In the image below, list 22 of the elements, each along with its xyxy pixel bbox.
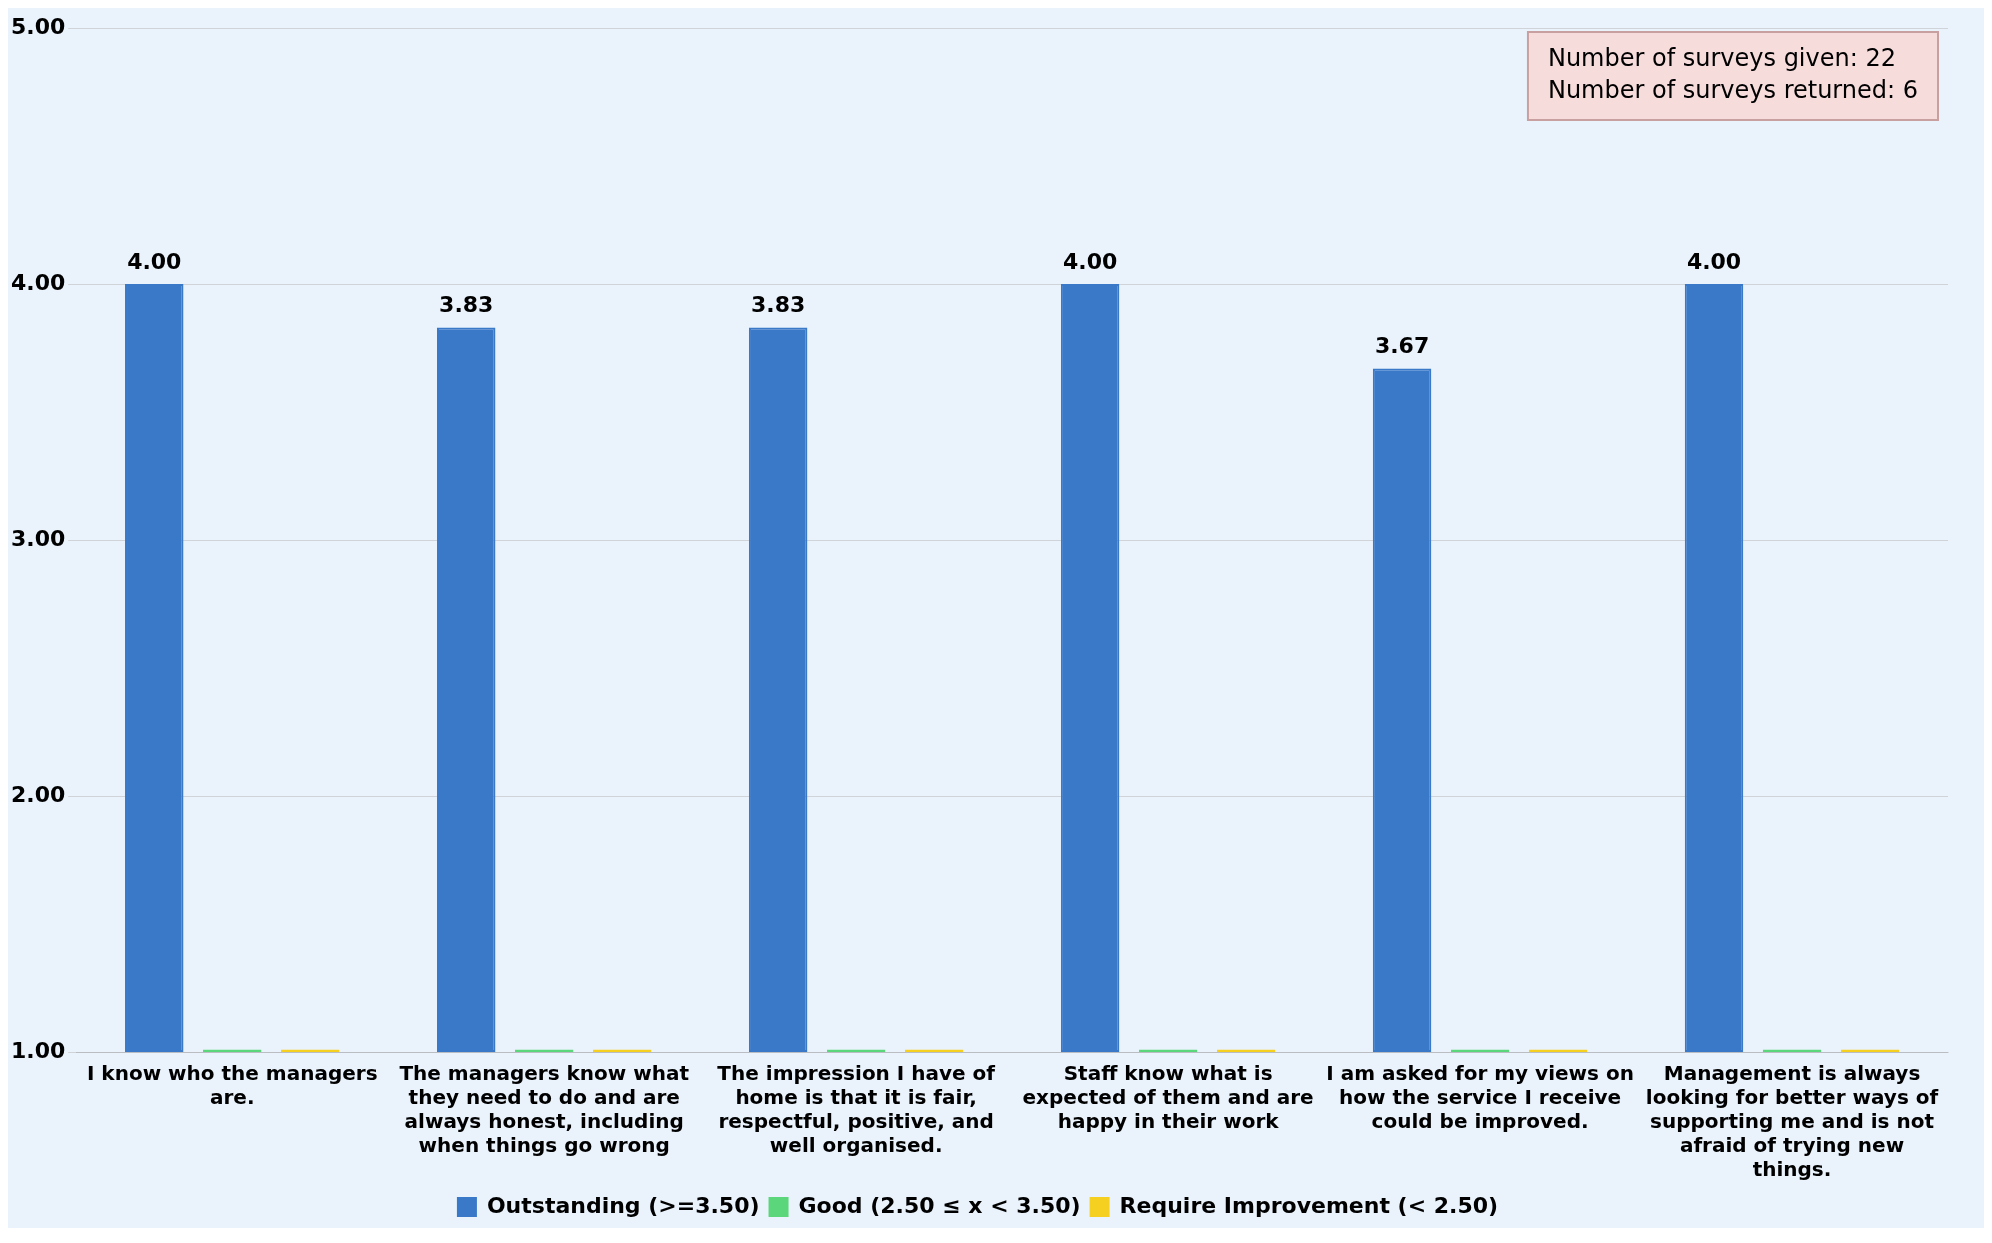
y-tick-label: 3.00 [11, 525, 66, 551]
x-tick-label: I am asked for my views on how the service I receive could be improved. [1326, 1061, 1634, 1134]
legend-label: Require Improvement (< 2.50) [1119, 1192, 1499, 1218]
x-tick-label: Management is always looking for better ways of supporting me and is not afraid of trying new things. [1645, 1061, 1939, 1182]
legend-label: Outstanding (>=3.50) [486, 1192, 760, 1218]
x-tick-label: Staff know what is expected of them and are happy in their work [1022, 1061, 1314, 1134]
annotation: Number of surveys returned: 6 [1547, 76, 1919, 105]
data-label: 4.00 [127, 248, 182, 274]
y-tick-label: 1.00 [11, 1037, 66, 1063]
y-tick-label: 4.00 [11, 269, 66, 295]
x-tick-label: I know who the managers are. [86, 1061, 378, 1110]
data-label: 3.67 [1374, 333, 1430, 359]
data-label: 4.00 [1062, 248, 1118, 274]
data-label: 3.83 [439, 292, 494, 318]
y-tick-label: 2.00 [11, 781, 66, 807]
data-label: 3.83 [751, 292, 806, 318]
x-tick-label: The impression I have of home is that it is fair, respectful, positive, and well organised. [717, 1061, 996, 1158]
x-tick-label: The managers know what they need to do and are always honest, including when things go wrong [399, 1061, 690, 1158]
annotation: Number of surveys given: 22 [1547, 44, 1896, 73]
data-label: 4.00 [1686, 248, 1742, 274]
y-tick-label: 5.00 [11, 13, 66, 39]
legend-label: Good (2.50 ≤ x < 3.50) [798, 1192, 1081, 1218]
